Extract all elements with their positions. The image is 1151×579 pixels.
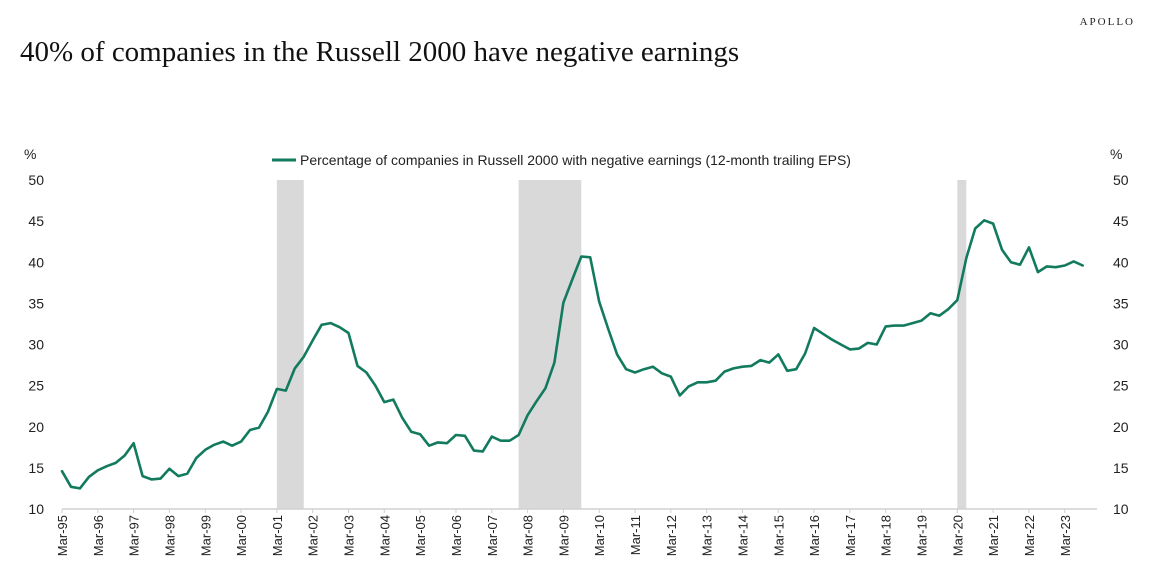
y-tick-label-right: 45 <box>1113 213 1129 229</box>
y-tick-label-left: 10 <box>28 501 44 517</box>
y-tick-label-left: 15 <box>28 460 44 476</box>
y-tick-label-left: 50 <box>28 172 44 188</box>
x-tick-label: Mar-03 <box>342 515 357 556</box>
y-axis-unit-left: % <box>24 146 36 162</box>
x-tick-label: Mar-95 <box>55 515 70 556</box>
x-tick-label: Mar-96 <box>91 515 106 556</box>
y-tick-label-left: 45 <box>28 213 44 229</box>
x-tick-label: Mar-14 <box>735 515 750 556</box>
y-tick-label-left: 35 <box>28 295 44 311</box>
x-tick-label: Mar-00 <box>234 515 249 556</box>
y-tick-label-right: 40 <box>1113 254 1129 270</box>
x-tick-label: Mar-17 <box>843 515 858 556</box>
x-tick-label: Mar-99 <box>198 515 213 556</box>
x-tick-label: Mar-19 <box>915 515 930 556</box>
x-tick-label: Mar-04 <box>377 515 392 556</box>
recession-band <box>518 180 582 509</box>
y-tick-label-left: 30 <box>28 337 44 353</box>
x-tick-label: Mar-12 <box>664 515 679 556</box>
x-tick-label: Mar-09 <box>556 515 571 556</box>
y-tick-label-right: 20 <box>1113 419 1129 435</box>
x-tick-label: Mar-22 <box>1022 515 1037 556</box>
y-tick-label-right: 15 <box>1113 460 1129 476</box>
x-tick-label: Mar-07 <box>485 515 500 556</box>
x-tick-label: Mar-15 <box>771 515 786 556</box>
y-tick-label-right: 50 <box>1113 172 1129 188</box>
y-tick-label-right: 25 <box>1113 378 1129 394</box>
y-tick-label-right: 30 <box>1113 337 1129 353</box>
brand-logo: APOLLO <box>1079 16 1135 28</box>
x-tick-label: Mar-02 <box>306 515 321 556</box>
x-tick-label: Mar-18 <box>879 515 894 556</box>
x-tick-label: Mar-01 <box>270 515 285 556</box>
x-tick-label: Mar-10 <box>592 515 607 556</box>
x-tick-label: Mar-97 <box>127 515 142 556</box>
x-tick-label: Mar-06 <box>449 515 464 556</box>
series-line <box>60 219 1084 490</box>
y-tick-label-right: 10 <box>1113 501 1129 517</box>
y-axis-unit-right: % <box>1110 146 1122 162</box>
x-tick-label: Mar-23 <box>1058 515 1073 556</box>
x-tick-label: Mar-11 <box>628 515 643 555</box>
y-tick-label-left: 40 <box>28 254 44 270</box>
x-tick-label: Mar-16 <box>807 515 822 556</box>
x-tick-label: Mar-20 <box>950 515 965 556</box>
x-tick-label: Mar-08 <box>521 515 536 556</box>
x-tick-label: Mar-05 <box>413 515 428 556</box>
x-tick-label: Mar-98 <box>162 515 177 556</box>
recession-band <box>957 180 967 509</box>
recession-band <box>276 180 304 509</box>
x-tick-label: Mar-13 <box>700 515 715 556</box>
y-tick-label-right: 35 <box>1113 295 1129 311</box>
recession-bands <box>276 180 967 509</box>
series-layer <box>60 219 1084 490</box>
chart-title: 40% of companies in the Russell 2000 hav… <box>20 36 740 68</box>
y-tick-label-left: 25 <box>28 378 44 394</box>
y-tick-label-left: 20 <box>28 419 44 435</box>
legend: Percentage of companies in Russell 2000 … <box>272 152 851 168</box>
legend-label: Percentage of companies in Russell 2000 … <box>300 152 851 168</box>
x-tick-label: Mar-21 <box>986 515 1001 556</box>
axes: 10 10 15 15 20 20 25 25 30 30 35 35 40 40 45 45 50 50 Mar-… <box>28 172 1128 556</box>
